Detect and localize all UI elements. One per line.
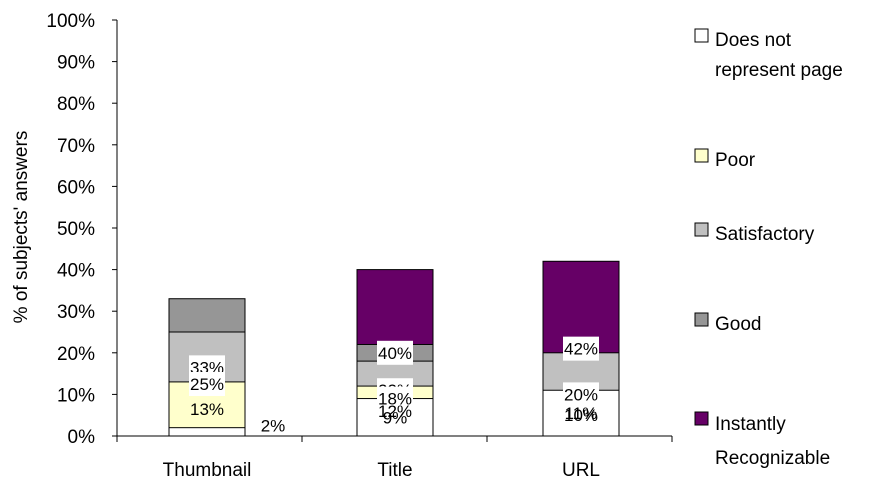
y-tick-label: 50% <box>57 219 95 240</box>
x-tick-label: Title <box>377 460 412 481</box>
legend-label: represent page <box>715 60 843 81</box>
y-tick-label: 80% <box>57 94 95 115</box>
x-tick-label: Thumbnail <box>163 460 252 481</box>
y-tick-label: 20% <box>57 344 95 365</box>
axes: 0% 10% 20% 30% 40% 50% 60% 70% 80% 90% 100% Thumbna… <box>46 11 673 481</box>
data-label-box <box>563 382 599 407</box>
data-label: 11% <box>565 404 598 423</box>
y-tick-label: 30% <box>57 302 95 323</box>
data-label: 2% <box>261 417 286 436</box>
bar-segment <box>168 427 246 437</box>
data-label: 25% <box>190 375 224 394</box>
y-axis-title: % of subjects' answers <box>11 131 32 324</box>
data-label: 42% <box>564 340 598 359</box>
legend-swatch <box>694 148 709 163</box>
data-label: 10% <box>564 406 598 425</box>
x-tick-label: URL <box>562 460 600 481</box>
y-tick-label: 90% <box>57 53 95 74</box>
legend-label: Instantly <box>715 414 786 435</box>
y-tick-label: 10% <box>57 385 95 406</box>
legend-label: Good <box>715 314 761 335</box>
y-tick-label: 60% <box>57 177 95 198</box>
data-label: 12% <box>378 402 412 421</box>
data-label: 40% <box>378 344 412 363</box>
data-label-box <box>377 340 413 365</box>
legend-label: Poor <box>715 150 756 171</box>
data-label-box <box>189 372 225 396</box>
y-tick-label: 40% <box>57 261 95 282</box>
data-labels: 28%33%25%13%2%40%22%18%12%9%42%18%20%10%… <box>189 336 599 436</box>
data-label-box <box>563 336 599 361</box>
legend-swatch <box>694 411 709 426</box>
legend-swatch <box>694 222 709 237</box>
data-label: 18% <box>378 390 412 409</box>
legend-swatch <box>694 312 709 327</box>
legend-label: Does not <box>715 30 792 51</box>
legend-swatch <box>694 28 709 43</box>
data-label-box <box>377 386 413 411</box>
data-label: 9% <box>383 408 408 427</box>
data-label: 20% <box>564 385 598 404</box>
y-tick-label: 0% <box>68 427 96 448</box>
y-tick-label: 100% <box>46 11 95 32</box>
legend: Does not represent page Poor Satisfactory Go… <box>694 28 843 469</box>
legend-label: Recognizable <box>715 448 830 469</box>
legend-label: Satisfactory <box>715 224 815 245</box>
y-tick-label: 70% <box>57 136 95 157</box>
data-label: 13% <box>190 400 224 419</box>
